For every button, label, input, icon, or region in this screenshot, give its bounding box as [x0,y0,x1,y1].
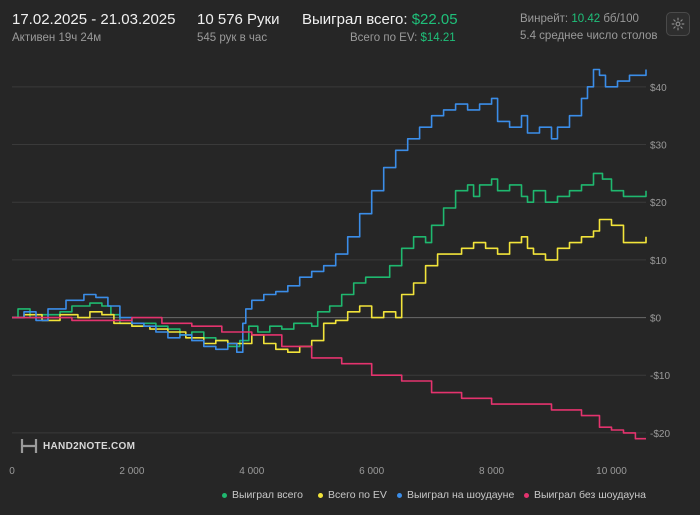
legend-label: Выиграл всего [232,489,303,501]
ev-total-label: Всего по EV: [350,32,418,44]
x-tick-label: 8 000 [479,466,504,477]
summary-header: 17.02.2025 - 21.03.2025 Активен 19ч 24м … [0,0,700,50]
legend-item-won-showdown[interactable]: Выиграл на шоудауне [397,489,514,501]
ev-total: Всего по EV: $14.21 [350,32,456,44]
ev-total-value: $14.21 [420,32,456,44]
logo-text: HAND2NOTE.COM [43,440,136,452]
won-total: Выиграл всего: $22.05 [302,11,458,28]
legend-label: Всего по EV [328,489,387,501]
y-tick-label: $40 [650,83,667,94]
x-tick-label: 6 000 [359,466,384,477]
x-tick-label: 10 000 [596,466,627,477]
hand2note-logo-icon [20,439,38,453]
legend-dot [318,492,323,498]
legend-dot [397,492,402,498]
y-tick-label: -$20 [650,429,670,440]
date-range: 17.02.2025 - 21.03.2025 [12,11,176,28]
hands-per-hour: 545 рук в час [197,32,268,44]
gear-icon-glyph [671,17,685,31]
chart-legend: Выиграл всего Всего по EV Выиграл на шоу… [0,489,700,505]
series-line [12,218,647,353]
winrate: Винрейт: 10.42 бб/100 [520,13,639,25]
legend-item-won-nonshowdown[interactable]: Выиграл без шоудауна [524,489,646,501]
series-line [12,316,646,440]
hand2note-logo: HAND2NOTE.COM [20,437,135,455]
hands-count: 10 576 Руки [197,11,280,28]
avg-tables: 5.4 среднее число столов [520,30,658,42]
profit-chart: $40 $30 $20 $10 $0 -$10 -$20 0 2 000 4 000 6 000 8 … [9,68,670,477]
gear-icon[interactable] [666,12,690,36]
x-tick-label: 0 [9,466,15,477]
x-tick-label: 2 000 [119,466,144,477]
won-total-label: Выиграл всего: [302,11,408,28]
y-tick-label: $20 [650,198,667,209]
winrate-label: Винрейт: [520,13,569,25]
x-tick-label: 4 000 [239,466,264,477]
series-line [12,68,647,353]
y-tick-label: -$10 [650,371,670,382]
legend-item-ev-total[interactable]: Всего по EV [318,489,387,501]
active-time: Активен 19ч 24м [12,32,102,44]
won-total-value: $22.05 [411,11,458,28]
y-tick-label: $10 [650,256,667,267]
legend-label: Выиграл на шоудауне [407,489,515,501]
winrate-value: 10.42 [571,13,601,25]
legend-dot [222,492,227,498]
legend-item-won-total[interactable]: Выиграл всего [222,489,303,501]
y-tick-label: $30 [650,141,667,152]
legend-dot [524,492,529,498]
winrate-unit: бб/100 [603,13,639,25]
legend-label: Выиграл без шоудауна [534,489,646,501]
y-tick-label: $0 [650,314,662,325]
